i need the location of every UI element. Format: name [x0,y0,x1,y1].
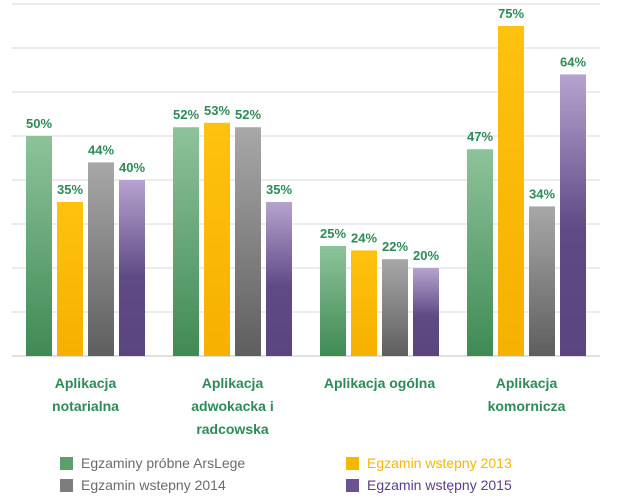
data-label: 47% [467,129,493,144]
data-label: 34% [529,186,555,201]
bar-series4-cat3 [413,268,439,356]
legend-label: Egzamin wstepny 2014 [81,477,226,493]
legend-swatch [346,456,359,470]
bar-series3-cat2 [235,127,261,356]
data-label: 35% [266,182,292,197]
data-label: 24% [351,230,377,245]
category-label-4: Aplikacja komornicza [462,372,592,418]
bars-group [26,26,586,357]
category-label-2: Aplikacja adwokacka i radcowska [168,372,298,441]
bar-series1-cat2 [173,127,199,356]
data-label: 40% [119,160,145,175]
legend-swatch [60,456,73,470]
bar-series2-cat1 [57,202,83,356]
legend-swatch [60,478,73,492]
bar-series3-cat1 [88,162,114,356]
category-label-line: Aplikacja [495,375,558,391]
legend-swatch [346,478,359,492]
data-label: 25% [320,226,346,241]
data-label: 50% [26,116,52,131]
category-label-1: Aplikacja notarialna [21,372,151,418]
data-label: 35% [57,182,83,197]
bar-series2-cat3 [351,250,377,356]
data-label: 75% [498,6,524,21]
data-label: 64% [560,54,586,69]
category-label-line: Aplikacja ogólna [323,375,436,391]
legend-label: Egzaminy próbne ArsLege [81,455,246,471]
category-label-line: Aplikacja [201,375,264,391]
legend-label: Egzamin wstepny 2013 [367,455,512,471]
category-label-3: Aplikacja ogólna [315,372,445,395]
bar-series4-cat4 [560,74,586,357]
category-label-line: komornicza [487,398,566,414]
data-label: 22% [382,239,408,254]
category-label-line: Aplikacja [54,375,117,391]
bar-series4-cat2 [266,202,292,356]
bar-series2-cat2 [204,122,230,356]
bar-series1-cat1 [26,136,52,356]
legend-item-1: Egzaminy próbne ArsLege [60,455,245,471]
data-label: 52% [235,107,261,122]
legend-item-4: Egzamin wstępny 2015 [346,477,512,493]
category-label-line: radcowska [196,421,269,437]
bar-series3-cat3 [382,259,408,356]
bar-series1-cat4 [467,149,493,356]
bar-series4-cat1 [119,180,145,356]
data-label: 53% [204,103,230,118]
bar-series1-cat3 [320,246,346,356]
legend-item-2: Egzamin wstepny 2013 [346,455,512,471]
bar-series2-cat4 [498,26,524,356]
data-label: 52% [173,107,199,122]
category-label-line: adwokacka i [191,398,274,414]
data-labels-group: 50% 35% 44% 40% 52% 53% 52% 35% 25% 24% 22% 20% 47% 7… [26,6,586,263]
data-label: 20% [413,248,439,263]
legend-label: Egzamin wstępny 2015 [367,477,512,493]
category-label-line: notarialna [52,398,119,414]
bar-series3-cat4 [529,206,555,356]
legend-item-3: Egzamin wstepny 2014 [60,477,226,493]
data-label: 44% [88,142,114,157]
